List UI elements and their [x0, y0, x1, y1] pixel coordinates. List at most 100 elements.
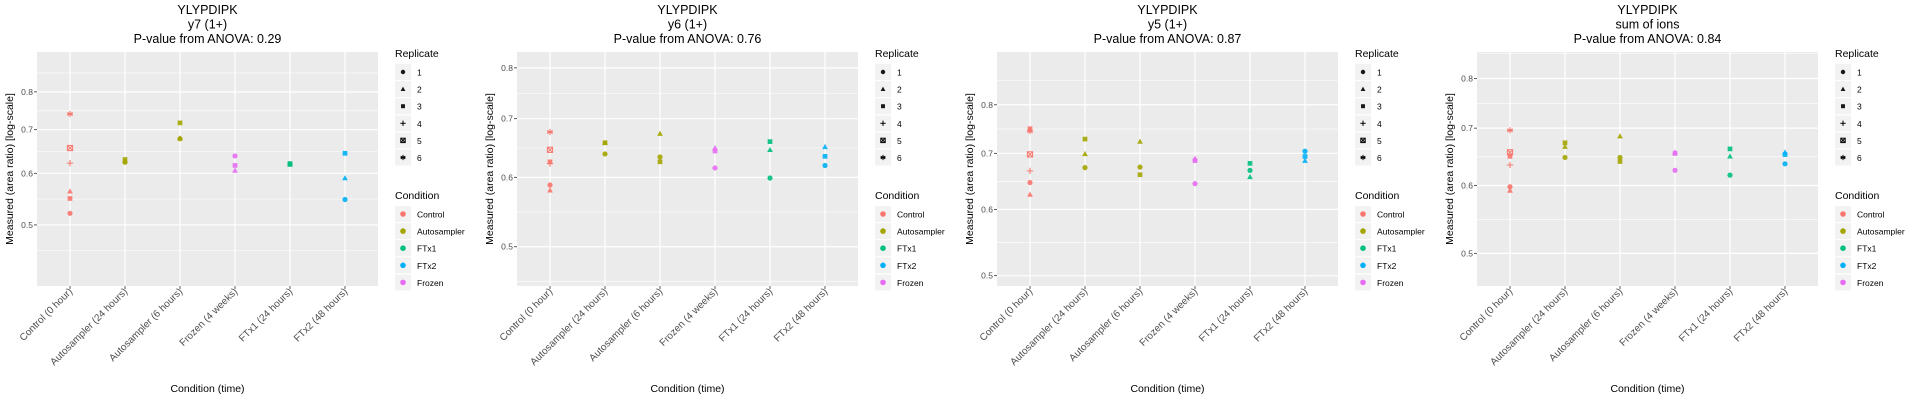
legend-shape-icon	[400, 154, 406, 161]
data-point	[342, 196, 348, 203]
legend-label-condition: FTx2	[417, 261, 437, 271]
legend-shape-icon	[1360, 86, 1366, 91]
data-point	[602, 139, 608, 146]
legend-color-icon	[1840, 228, 1846, 234]
data-point	[1027, 179, 1033, 186]
chart-title-line: P-value from ANOVA: 0.76	[614, 32, 762, 46]
box-x2	[547, 146, 553, 153]
legend-label-condition: Frozen	[417, 278, 444, 288]
data-point	[657, 130, 663, 136]
data-point	[232, 167, 238, 173]
legend-shape-icon	[400, 69, 406, 75]
plot-background	[37, 52, 378, 286]
x-tick-label: Frozen (4 weeks)	[1618, 286, 1680, 348]
legend-title-replicate: Replicate	[1835, 48, 1879, 60]
data-point	[342, 175, 348, 181]
data-point	[602, 151, 608, 157]
legend-label-replicate: 6	[417, 153, 422, 163]
data-point	[1302, 154, 1308, 159]
legend-shape-icon	[1840, 137, 1846, 144]
legend-label-replicate: 6	[1377, 153, 1382, 163]
data-point	[232, 153, 238, 159]
legend-label-replicate: 5	[1857, 136, 1862, 146]
legend-label-replicate: 5	[897, 136, 902, 146]
x-tick-label: FTx1 (24 hours)	[1677, 286, 1735, 344]
y-axis-title: Measured (area ratio) [log-scale]	[1444, 93, 1456, 245]
data-point	[1617, 133, 1623, 139]
data-point	[1247, 173, 1253, 180]
legend-label-condition: Frozen	[1857, 278, 1884, 288]
data-point	[1727, 146, 1733, 152]
data-point	[1506, 161, 1514, 169]
x-axis-title: Condition (time)	[1610, 383, 1684, 395]
legend-label-replicate: 6	[1857, 153, 1862, 163]
data-point	[1192, 181, 1198, 187]
box-x2	[880, 137, 886, 143]
data-point	[1082, 136, 1088, 142]
legend-color-icon	[1360, 211, 1366, 217]
legend-label-replicate: 5	[1377, 136, 1382, 146]
x-axis-title: Condition (time)	[170, 383, 244, 395]
legend-label-replicate: 2	[897, 85, 902, 95]
box	[400, 137, 406, 144]
data-point	[67, 110, 73, 118]
legend-shape-icon	[1360, 137, 1366, 144]
legend-label-replicate: 1	[1857, 68, 1862, 78]
x-tick-label: FTx1 (24 hours)	[1197, 286, 1255, 344]
box	[1360, 137, 1366, 144]
chart-title-line: sum of ions	[1616, 18, 1680, 32]
legend-label-condition: FTx2	[897, 261, 917, 271]
data-point	[1027, 191, 1033, 197]
legend-label-replicate: 3	[1377, 102, 1382, 112]
legend-label-condition: Autosampler	[417, 227, 465, 237]
data-point	[822, 154, 828, 159]
x-tick-label: FTx1 (24 hours)	[237, 286, 295, 344]
data-point	[66, 144, 74, 152]
y-tick-label: 0.5	[501, 242, 513, 252]
legend-label-condition: Autosampler	[1377, 227, 1425, 237]
legend-color-icon	[1840, 211, 1846, 217]
legend-color-icon	[880, 279, 886, 286]
data-point	[547, 128, 553, 136]
chart-title-line: P-value from ANOVA: 0.29	[134, 32, 282, 46]
legend-title-replicate: Replicate	[1355, 48, 1399, 60]
data-point	[1026, 167, 1034, 175]
legend-label-condition: FTx2	[1857, 261, 1877, 271]
data-point	[1192, 158, 1198, 164]
data-point	[1247, 161, 1253, 166]
legend-label-replicate: 4	[897, 119, 902, 129]
data-point	[1617, 159, 1623, 164]
plot-background	[517, 52, 858, 286]
y-tick-label: 0.7	[981, 148, 993, 158]
data-point	[67, 188, 73, 194]
legend-label-condition: FTx1	[1857, 244, 1877, 254]
chart-title-line: y7 (1+)	[188, 18, 227, 32]
data-point	[822, 143, 828, 150]
data-point	[1247, 167, 1253, 173]
box	[1840, 137, 1846, 144]
y-tick-label: 0.8	[981, 100, 993, 110]
legend-label-condition: FTx1	[417, 244, 437, 254]
chart-title-line: y6 (1+)	[668, 18, 707, 32]
data-point	[1507, 187, 1513, 193]
legend-label-condition: FTx1	[897, 244, 917, 254]
data-point	[1507, 184, 1513, 190]
chart-title-line: YLYPDIPK	[177, 3, 238, 17]
data-point	[232, 163, 238, 168]
data-point	[712, 148, 718, 154]
legend-shape-icon	[1360, 154, 1366, 161]
data-point	[1562, 143, 1568, 149]
data-point	[67, 210, 73, 216]
legend-shape-icon	[880, 69, 886, 75]
box-x2	[1360, 137, 1366, 143]
legend-color-icon	[880, 245, 886, 251]
data-point	[712, 165, 718, 171]
y-axis-title: Measured (area ratio) [log-scale]	[4, 93, 16, 245]
y-tick-label: 0.5	[21, 220, 33, 230]
x-tick-label: FTx2 (48 hours)	[1252, 286, 1310, 344]
legend-label-replicate: 3	[417, 102, 422, 112]
legend-title-condition: Condition	[1355, 190, 1400, 202]
legend-label-replicate: 1	[1377, 68, 1382, 78]
